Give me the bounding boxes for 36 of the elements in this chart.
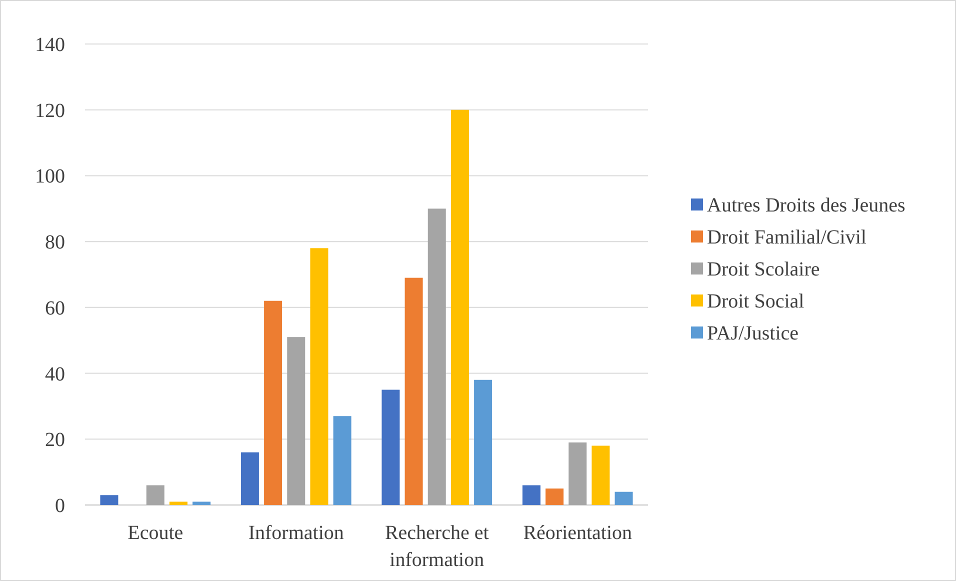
y-tick-label: 40	[45, 363, 65, 386]
bar	[428, 208, 446, 505]
x-tick-label: Recherche et information	[384, 522, 490, 571]
bar	[614, 492, 633, 505]
bar	[522, 485, 540, 505]
legend-label: Droit Familial/Civil	[707, 226, 867, 248]
legend-label: Autres Droits des Jeunes	[707, 194, 906, 216]
y-tick-label: 140	[35, 34, 65, 56]
bar	[146, 485, 164, 505]
bar	[404, 278, 423, 505]
bar	[264, 300, 282, 505]
bar	[240, 452, 259, 505]
bar	[474, 380, 492, 505]
y-tick-label: 100	[35, 166, 65, 188]
y-tick-label: 80	[45, 232, 65, 254]
y-tick-label: 120	[35, 100, 65, 122]
bar	[169, 502, 188, 505]
y-tick-label: 20	[45, 429, 65, 452]
bar	[382, 390, 400, 505]
x-tick-label: Ecoute	[128, 522, 184, 544]
x-tick-label: Information	[248, 522, 344, 544]
bar	[546, 488, 564, 505]
x-tick-label: Réorientation	[523, 522, 632, 544]
legend-label: Droit Social	[707, 290, 805, 312]
bar	[192, 502, 211, 505]
bar	[568, 442, 587, 505]
bar	[592, 446, 610, 505]
bar	[450, 110, 469, 505]
bar	[310, 248, 328, 505]
legend-label: PAJ/Justice	[707, 322, 799, 344]
bar	[100, 495, 118, 505]
bar	[287, 337, 306, 505]
y-tick-label: 0	[55, 495, 65, 517]
legend-label: Droit Scolaire	[707, 258, 820, 280]
bar	[333, 416, 352, 505]
y-tick-label: 60	[45, 297, 65, 320]
